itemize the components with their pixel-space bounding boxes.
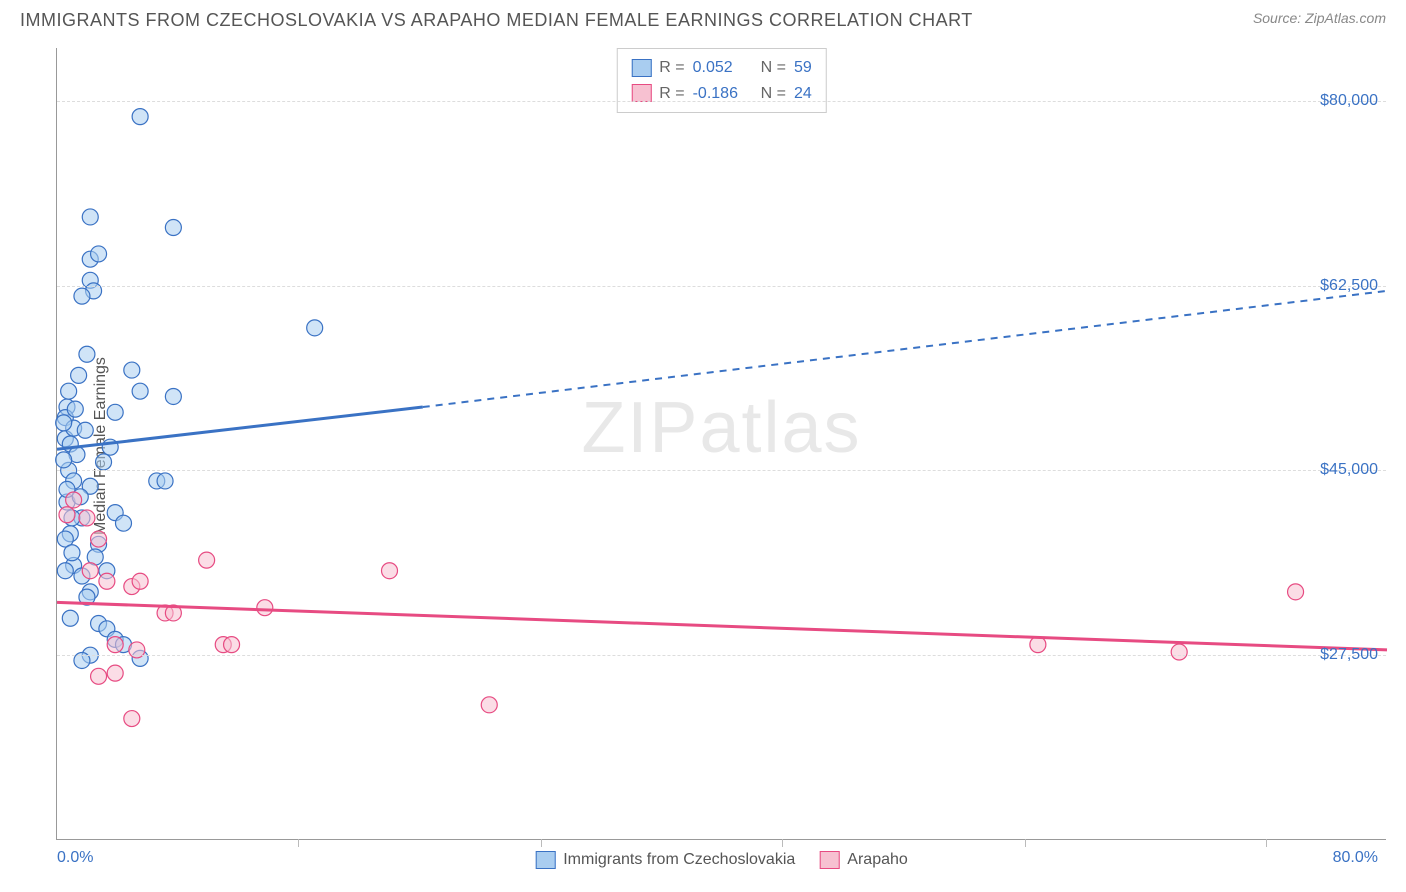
data-point bbox=[107, 637, 123, 653]
source-label: Source: ZipAtlas.com bbox=[1253, 10, 1386, 26]
n-label: N = bbox=[761, 81, 786, 107]
data-point bbox=[79, 346, 95, 362]
data-point bbox=[82, 209, 98, 225]
data-point bbox=[165, 388, 181, 404]
x-tick-mark bbox=[298, 839, 299, 847]
y-tick-label: $80,000 bbox=[1320, 92, 1378, 110]
trend-line-solid bbox=[57, 602, 1387, 650]
plot-area: ZIPatlas R =0.052N =59R =-0.186N =24 0.0… bbox=[56, 48, 1386, 840]
data-point bbox=[382, 563, 398, 579]
data-point bbox=[132, 383, 148, 399]
data-point bbox=[66, 492, 82, 508]
chart-title: IMMIGRANTS FROM CZECHOSLOVAKIA VS ARAPAH… bbox=[20, 10, 973, 31]
legend-series-item: Immigrants from Czechoslovakia bbox=[535, 851, 795, 869]
data-point bbox=[124, 711, 140, 727]
legend-swatch bbox=[819, 851, 839, 869]
source-value: ZipAtlas.com bbox=[1305, 10, 1386, 26]
data-point bbox=[157, 473, 173, 489]
x-tick-mark bbox=[1025, 839, 1026, 847]
r-value: 0.052 bbox=[693, 55, 753, 81]
data-point bbox=[56, 415, 72, 431]
legend-swatch bbox=[535, 851, 555, 869]
data-point bbox=[61, 383, 77, 399]
legend-stat-row: R = -0.186 N = 24 bbox=[631, 81, 811, 107]
chart-container: IMMIGRANTS FROM CZECHOSLOVAKIA VS ARAPAH… bbox=[0, 0, 1406, 892]
legend-swatch bbox=[631, 84, 651, 102]
r-label: R = bbox=[659, 81, 684, 107]
legend-stat-row: R = 0.052 N = 59 bbox=[631, 55, 811, 81]
data-point bbox=[57, 563, 73, 579]
data-point bbox=[59, 507, 75, 523]
data-point bbox=[481, 697, 497, 713]
data-point bbox=[1171, 644, 1187, 660]
legend-series-label: Arapaho bbox=[847, 851, 908, 869]
data-point bbox=[56, 452, 72, 468]
r-value: -0.186 bbox=[693, 81, 753, 107]
y-tick-label: $45,000 bbox=[1320, 461, 1378, 479]
data-point bbox=[1288, 584, 1304, 600]
data-point bbox=[107, 404, 123, 420]
data-point bbox=[99, 573, 115, 589]
n-value: 59 bbox=[794, 55, 812, 81]
x-tick-mark bbox=[1266, 839, 1267, 847]
data-point bbox=[91, 531, 107, 547]
data-point bbox=[124, 362, 140, 378]
data-point bbox=[82, 563, 98, 579]
data-point bbox=[79, 510, 95, 526]
source-prefix: Source: bbox=[1253, 10, 1305, 26]
legend-series-label: Immigrants from Czechoslovakia bbox=[563, 851, 795, 869]
x-tick-mark bbox=[541, 839, 542, 847]
header: IMMIGRANTS FROM CZECHOSLOVAKIA VS ARAPAH… bbox=[0, 0, 1406, 31]
scatter-svg bbox=[57, 48, 1386, 839]
gridline bbox=[57, 101, 1386, 102]
gridline bbox=[57, 286, 1386, 287]
data-point bbox=[107, 665, 123, 681]
y-tick-label: $62,500 bbox=[1320, 277, 1378, 295]
data-point bbox=[165, 220, 181, 236]
data-point bbox=[116, 515, 132, 531]
n-value: 24 bbox=[794, 81, 812, 107]
data-point bbox=[74, 288, 90, 304]
x-tick-mark bbox=[782, 839, 783, 847]
data-point bbox=[224, 637, 240, 653]
gridline bbox=[57, 470, 1386, 471]
data-point bbox=[91, 246, 107, 262]
data-point bbox=[199, 552, 215, 568]
data-point bbox=[77, 422, 93, 438]
legend-swatch bbox=[631, 59, 651, 77]
data-point bbox=[307, 320, 323, 336]
legend-stats: R = 0.052 N = 59 R = -0.186 N = 24 bbox=[616, 48, 826, 113]
n-label: N = bbox=[761, 55, 786, 81]
data-point bbox=[132, 109, 148, 125]
data-point bbox=[132, 573, 148, 589]
data-point bbox=[96, 454, 112, 470]
trend-line-dashed bbox=[423, 291, 1387, 407]
y-tick-label: $27,500 bbox=[1320, 646, 1378, 664]
data-point bbox=[64, 545, 80, 561]
data-point bbox=[91, 668, 107, 684]
data-point bbox=[67, 401, 83, 417]
data-point bbox=[257, 600, 273, 616]
r-label: R = bbox=[659, 55, 684, 81]
legend-series-item: Arapaho bbox=[819, 851, 908, 869]
data-point bbox=[62, 610, 78, 626]
x-axis-max-label: 80.0% bbox=[1333, 849, 1378, 867]
x-axis-min-label: 0.0% bbox=[57, 849, 93, 867]
gridline bbox=[57, 655, 1386, 656]
legend-series: Immigrants from Czechoslovakia Arapaho bbox=[535, 851, 908, 869]
data-point bbox=[71, 367, 87, 383]
